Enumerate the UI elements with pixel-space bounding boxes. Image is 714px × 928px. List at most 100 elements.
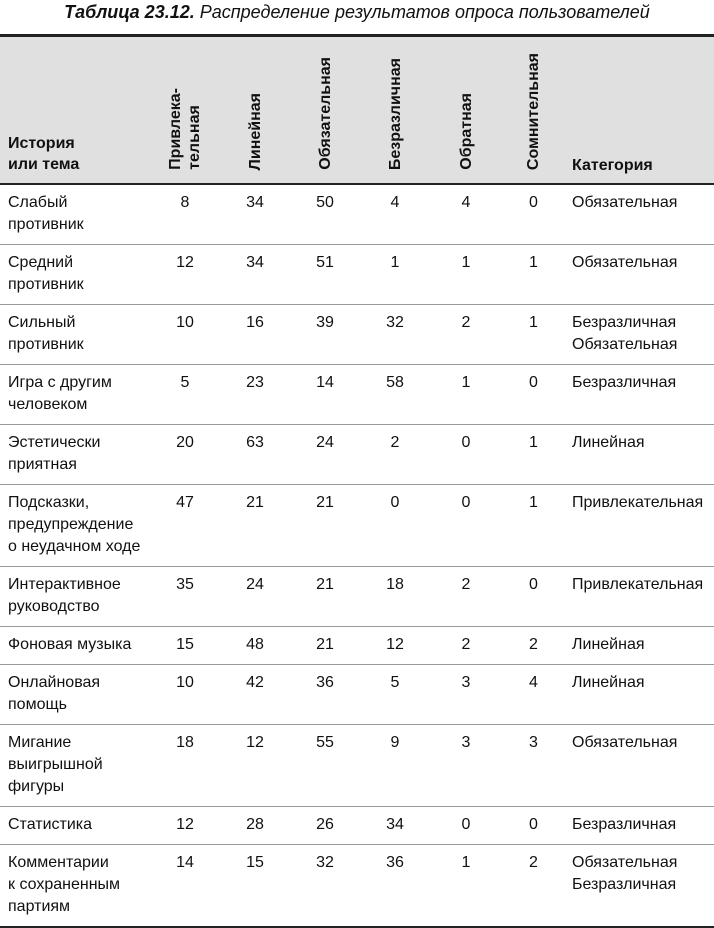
row-name: Слабый противник (0, 184, 150, 245)
row-value: 47 (150, 484, 220, 567)
row-value: 1 (430, 244, 502, 305)
row-value: 2 (430, 566, 502, 627)
row-value: 34 (360, 806, 430, 845)
row-value: 21 (290, 626, 360, 665)
row-value: 14 (150, 844, 220, 928)
row-value: 36 (360, 844, 430, 928)
header-col: Привлека- тельная (150, 34, 220, 185)
row-value: 48 (220, 626, 290, 665)
row-value: 26 (290, 806, 360, 845)
table-row: Фоновая музыка 15 48 21 12 2 2 Линейная (0, 626, 714, 665)
row-value: 12 (150, 806, 220, 845)
row-value: 51 (290, 244, 360, 305)
row-value: 0 (430, 424, 502, 485)
row-value: 35 (150, 566, 220, 627)
row-value: 4 (502, 664, 565, 725)
row-value: 10 (150, 304, 220, 365)
table-row: Слабый противник 8 34 50 4 4 0 Обязательная (0, 184, 714, 245)
caption-text: Распределение результатов опроса пользов… (199, 2, 650, 22)
row-value: 20 (150, 424, 220, 485)
row-value: 1 (430, 844, 502, 928)
row-value: 36 (290, 664, 360, 725)
row-value: 2 (360, 424, 430, 485)
row-name: Игра с другим человеком (0, 364, 150, 425)
row-value: 34 (220, 244, 290, 305)
row-name: Интерактивное руководство (0, 566, 150, 627)
row-value: 12 (150, 244, 220, 305)
header-category: Категория (565, 34, 714, 185)
row-value: 34 (220, 184, 290, 245)
row-category: Привлекательная (565, 566, 714, 627)
table-row: Онлайновая помощь 10 42 36 5 3 4 Линейная (0, 664, 714, 725)
row-value: 5 (150, 364, 220, 425)
row-value: 16 (220, 304, 290, 365)
row-value: 3 (430, 664, 502, 725)
row-category: Безразличная (565, 806, 714, 845)
row-value: 12 (220, 724, 290, 807)
row-name: Подсказки, предупреждение о неудачном хо… (0, 484, 150, 567)
table-row: Комментарии к сохраненным партиям 14 15 32 3… (0, 844, 714, 928)
row-value: 9 (360, 724, 430, 807)
row-value: 3 (502, 724, 565, 807)
header-col: Безразличная (360, 34, 430, 185)
row-name: Мигание выигрышной фигуры (0, 724, 150, 807)
row-value: 63 (220, 424, 290, 485)
table-row: Мигание выигрышной фигуры 18 12 55 9 3 3 Обязат… (0, 724, 714, 807)
row-value: 0 (502, 566, 565, 627)
row-category: Линейная (565, 424, 714, 485)
row-value: 0 (360, 484, 430, 567)
table-row: Подсказки, предупреждение о неудачном хо… (0, 484, 714, 567)
row-value: 4 (430, 184, 502, 245)
header-col: Сомнительная (502, 34, 565, 185)
row-name: Эстетически приятная (0, 424, 150, 485)
row-value: 10 (150, 664, 220, 725)
row-category: Обязательная Безразличная (565, 844, 714, 928)
row-category: Обязательная (565, 244, 714, 305)
table-row: Игра с другим человеком 5 23 14 58 1 0 Безразли… (0, 364, 714, 425)
row-value: 50 (290, 184, 360, 245)
row-category: Обязательная (565, 184, 714, 245)
row-value: 18 (150, 724, 220, 807)
row-name: Комментарии к сохраненным партиям (0, 844, 150, 928)
survey-results-table: История или тема Привлека- тельная Линей… (0, 34, 714, 928)
row-value: 39 (290, 304, 360, 365)
row-value: 5 (360, 664, 430, 725)
header-col: Линейная (220, 34, 290, 185)
row-value: 2 (430, 626, 502, 665)
row-value: 1 (502, 304, 565, 365)
row-value: 2 (502, 844, 565, 928)
row-name: Сильный противник (0, 304, 150, 365)
header-col: Обратная (430, 34, 502, 185)
row-value: 24 (220, 566, 290, 627)
row-value: 21 (290, 566, 360, 627)
row-value: 2 (502, 626, 565, 665)
row-value: 1 (502, 484, 565, 567)
row-name: Фоновая музыка (0, 626, 150, 665)
header-row: История или тема Привлека- тельная Линей… (0, 34, 714, 185)
table-row: Эстетически приятная 20 63 24 2 0 1 Линейная (0, 424, 714, 485)
row-value: 55 (290, 724, 360, 807)
row-value: 2 (430, 304, 502, 365)
table-row: Средний противник 12 34 51 1 1 1 Обязательная (0, 244, 714, 305)
row-value: 15 (150, 626, 220, 665)
row-value: 32 (290, 844, 360, 928)
row-value: 1 (502, 424, 565, 485)
row-value: 12 (360, 626, 430, 665)
row-name: Статистика (0, 806, 150, 845)
row-value: 8 (150, 184, 220, 245)
row-category: Привлекательная (565, 484, 714, 567)
row-category: Линейная (565, 626, 714, 665)
row-value: 15 (220, 844, 290, 928)
row-value: 1 (430, 364, 502, 425)
row-value: 32 (360, 304, 430, 365)
table-row: Интерактивное руководство 35 24 21 18 2 0 Привл… (0, 566, 714, 627)
row-value: 3 (430, 724, 502, 807)
row-value: 0 (502, 184, 565, 245)
row-value: 28 (220, 806, 290, 845)
row-value: 42 (220, 664, 290, 725)
table-row: Сильный противник 10 16 39 32 2 1 Безразличная … (0, 304, 714, 365)
row-category: Безразличная (565, 364, 714, 425)
row-category: Линейная (565, 664, 714, 725)
header-name: История или тема (0, 34, 150, 185)
header-col: Обязательная (290, 34, 360, 185)
